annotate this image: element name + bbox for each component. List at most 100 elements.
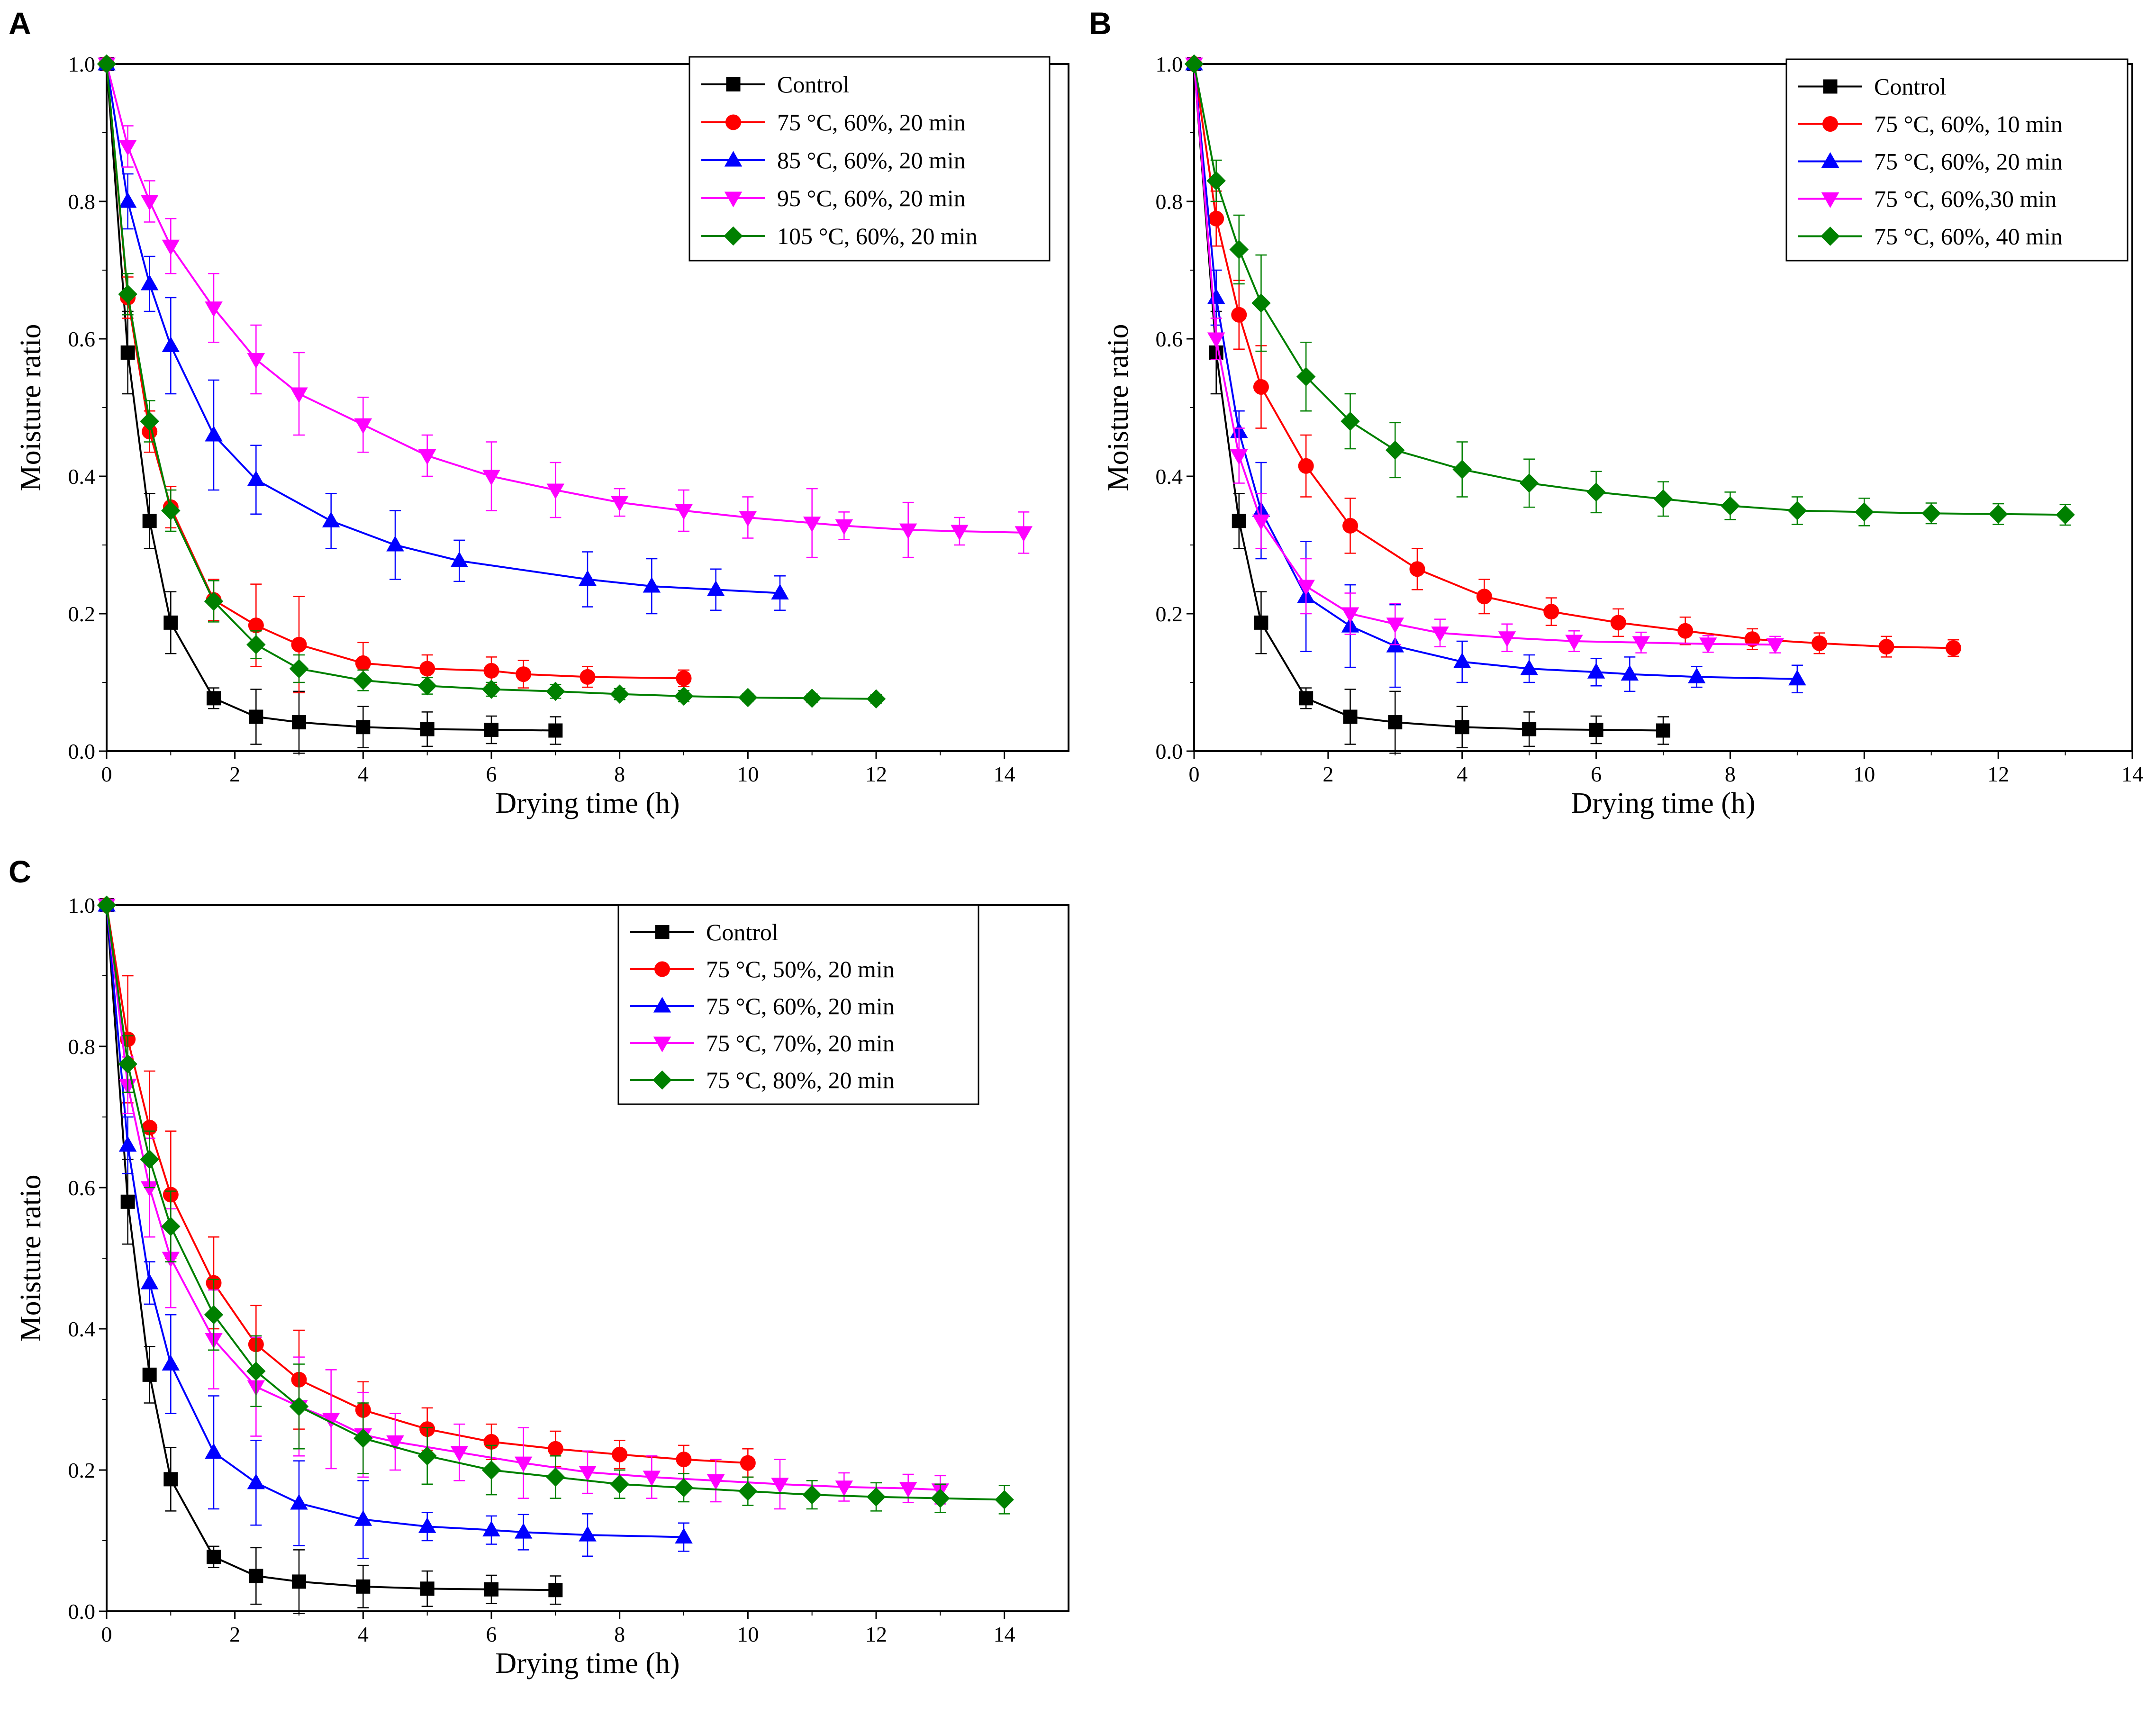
x-tick-label: 12 — [1987, 762, 2009, 786]
legend-label: 105 °C, 60%, 20 min — [777, 223, 978, 249]
legend-label: 75 °C, 70%, 20 min — [706, 1030, 895, 1056]
legend-label: 75 °C, 60%,30 min — [1874, 186, 2056, 212]
x-tick-label: 2 — [229, 762, 240, 786]
y-tick-label: 0.4 — [68, 1317, 96, 1341]
data-point-marker — [1822, 116, 1838, 132]
data-point-marker — [1232, 514, 1246, 528]
panel-letter-b: B — [1089, 6, 1112, 41]
data-point-marker — [418, 449, 436, 465]
legend-box — [617, 904, 979, 1105]
data-point-marker — [484, 723, 498, 737]
data-point-marker — [548, 723, 563, 738]
data-point-marker — [707, 1474, 725, 1490]
data-point-marker — [161, 501, 181, 520]
plot-area: 0 2 4 6 8 10 12 14 0.0 0.2 0.4 0.6 0.8 1.0 — [68, 893, 1069, 1646]
data-point-marker — [931, 1489, 950, 1508]
data-point-marker — [420, 1581, 435, 1596]
data-point-marker — [771, 584, 789, 599]
y-tick-label: 0.4 — [1156, 464, 1183, 489]
data-point-marker — [612, 1446, 628, 1462]
data-point-marker — [546, 1467, 565, 1487]
data-point-marker — [1687, 667, 1706, 683]
data-point-marker — [118, 192, 137, 208]
data-point-marker — [118, 284, 137, 304]
x-tick-label: 0 — [101, 762, 112, 786]
legend-label: Control — [777, 71, 850, 98]
data-point-marker — [97, 895, 117, 915]
x-tick-label: 4 — [358, 1622, 369, 1646]
data-point-marker — [1610, 615, 1626, 631]
y-tick-label: 0.2 — [68, 602, 96, 626]
data-point-marker — [1632, 636, 1650, 652]
data-point-marker — [1206, 171, 1226, 191]
data-point-marker — [1587, 663, 1605, 679]
data-point-marker — [1878, 639, 1894, 655]
data-point-marker — [140, 411, 159, 431]
series-line — [106, 905, 1005, 1501]
data-point-marker — [118, 1136, 137, 1152]
data-point-marker — [481, 680, 501, 699]
data-point-marker — [643, 1471, 661, 1487]
x-tick-label: 10 — [1853, 762, 1875, 786]
series — [1185, 57, 1784, 654]
series — [100, 898, 563, 1614]
legend-label: 75 °C, 60%, 20 min — [706, 993, 895, 1019]
x-tick-label: 0 — [101, 1622, 112, 1646]
data-point-marker — [205, 301, 223, 318]
data-point-marker — [653, 1036, 671, 1053]
data-point-marker — [142, 514, 157, 528]
data-point-marker — [1821, 227, 1840, 246]
data-point-marker — [739, 511, 757, 527]
data-point-marker — [899, 523, 917, 539]
data-point-marker — [1297, 580, 1315, 596]
data-point-marker — [1386, 617, 1404, 634]
data-point-marker — [1230, 449, 1248, 465]
data-point-marker — [724, 226, 743, 246]
data-point-marker — [546, 681, 565, 701]
data-point-marker — [1653, 489, 1673, 509]
x-tick-label: 8 — [614, 762, 625, 786]
data-point-marker — [1386, 440, 1405, 460]
data-point-marker — [546, 483, 565, 499]
data-point-marker — [1788, 670, 1806, 686]
data-point-marker — [724, 151, 743, 167]
panel-c: C Drying time (h) Moisture ratio 0 2 4 6 8 10… — [9, 854, 1069, 1680]
data-point-marker — [118, 1054, 137, 1074]
data-point-marker — [97, 54, 117, 74]
series — [97, 895, 1014, 1515]
data-point-marker — [163, 1472, 178, 1487]
legend-label: 75 °C, 60%, 20 min — [1874, 148, 2063, 175]
data-point-marker — [205, 426, 223, 442]
data-point-marker — [803, 517, 821, 533]
data-point-marker — [249, 709, 263, 724]
legend-box — [1785, 58, 2129, 262]
series — [98, 57, 1033, 558]
data-point-marker — [674, 686, 694, 706]
y-tick-label: 1.0 — [68, 52, 96, 76]
data-point-marker — [205, 1443, 223, 1459]
y-tick-label: 0.6 — [68, 327, 96, 351]
x-tick-label: 4 — [1457, 762, 1468, 786]
data-point-marker — [547, 1441, 563, 1457]
data-point-marker — [1721, 496, 1740, 516]
panel-letter-c: C — [9, 854, 31, 889]
x-tick-label: 6 — [1591, 762, 1602, 786]
data-point-marker — [140, 195, 159, 211]
data-point-marker — [292, 715, 306, 730]
data-point-marker — [995, 1490, 1014, 1509]
data-point-marker — [643, 577, 661, 593]
x-tick-label: 2 — [229, 1622, 240, 1646]
panel-letter-a: A — [9, 6, 31, 41]
data-point-marker — [247, 353, 265, 369]
data-point-marker — [579, 1465, 597, 1481]
data-point-marker — [580, 669, 596, 685]
data-point-marker — [207, 1550, 221, 1564]
legend-label: 85 °C, 60%, 20 min — [777, 147, 966, 173]
data-point-marker — [247, 1473, 265, 1489]
x-axis-title: Drying time (h) — [1571, 787, 1755, 819]
data-point-marker — [483, 663, 499, 679]
data-point-marker — [654, 961, 670, 977]
data-point-marker — [951, 525, 969, 541]
data-point-marker — [291, 636, 307, 653]
legend: Control 75 °C, 50%, 20 min 75 °C, 60%, 2… — [617, 904, 979, 1105]
